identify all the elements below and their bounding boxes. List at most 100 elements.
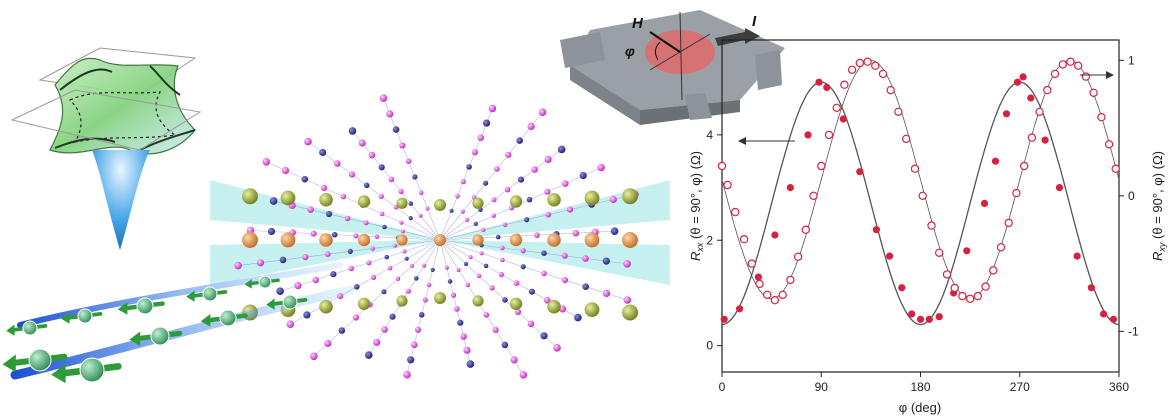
magenta-atom [307, 206, 314, 213]
rxy-data-point [981, 282, 990, 291]
magenta-atom [393, 204, 399, 210]
rxy-data-point [1097, 112, 1106, 122]
magenta-atom [304, 137, 312, 146]
rxy-data-point [817, 161, 826, 171]
magenta-atom [489, 285, 495, 291]
y-left-tick-label: 0 [706, 339, 713, 353]
navy-atom [524, 217, 530, 223]
rxx-data-point [720, 315, 728, 323]
olive-atom [434, 199, 446, 211]
rxy-data-point [1012, 188, 1021, 198]
rxx-data-point [1055, 184, 1064, 192]
magenta-atom [561, 252, 568, 259]
spin-arrow-head [244, 279, 252, 289]
navy-atom [408, 216, 413, 221]
data-points [717, 57, 1120, 323]
magenta-atom [262, 158, 271, 166]
lattice-ray [439, 239, 628, 265]
magenta-atom [366, 260, 372, 266]
rxx-data-point [908, 310, 916, 318]
rxx-data-point [771, 231, 779, 239]
y-axis-right-rest: (θ = 90°, φ) (Ω) [1150, 151, 1165, 243]
olive-atom [396, 295, 408, 307]
rxx-data-point [1027, 94, 1035, 102]
magenta-atom [403, 370, 411, 379]
spin-particle [136, 297, 154, 315]
navy-atom [579, 172, 587, 180]
rxy-data-point [996, 243, 1006, 252]
magenta-atom [531, 166, 538, 173]
navy-atom [483, 263, 489, 269]
magenta-atom [310, 352, 318, 361]
navy-atom [365, 351, 373, 359]
navy-atom [384, 254, 390, 260]
magenta-atom [340, 193, 347, 200]
navy-atom [466, 360, 475, 368]
navy-atom [354, 284, 360, 290]
rxy-data-point [1073, 61, 1083, 70]
navy-atom [414, 276, 419, 281]
spin-current-illustration [2, 262, 355, 384]
orange-atom [319, 233, 333, 247]
axis-ticks: 0 90 180 270 360 0 2 4 -1 0 1 [706, 53, 1139, 394]
magenta-atom [492, 326, 499, 333]
orange-atom [434, 234, 446, 246]
magenta-atom [418, 213, 423, 218]
lattice-planes [210, 180, 670, 285]
navy-atom [319, 148, 327, 157]
rxx-data-point [1002, 110, 1011, 118]
magenta-atom [358, 139, 366, 147]
magenta-atom [310, 230, 317, 237]
magenta-atom [582, 255, 589, 262]
navy-atom [517, 176, 525, 183]
navy-atom [526, 196, 533, 203]
device-front-face [570, 65, 640, 125]
magenta-atom [353, 233, 359, 239]
fermi-surface-illustration [10, 47, 202, 250]
magenta-atom [488, 104, 497, 113]
navy-atom [520, 264, 526, 270]
rxy-data-point [1004, 218, 1013, 228]
magenta-atom [370, 274, 377, 280]
y-axis-left-rest: (θ = 90°, φ) (Ω) [688, 151, 703, 243]
lattice-ray [280, 239, 441, 292]
rxx-data-point [1109, 315, 1118, 323]
rxy-data-point [871, 61, 880, 70]
navy-atom [303, 311, 311, 319]
magenta-atom [411, 341, 418, 349]
rxy-data-point [763, 290, 772, 299]
magenta-atom [527, 320, 535, 328]
fit-curve-left [721, 81, 1120, 326]
magenta-atom [623, 260, 631, 268]
crystal-lattice-illustration [210, 94, 670, 379]
magenta-atom [286, 320, 295, 329]
magenta-atom [534, 232, 540, 238]
axis-vertical [679, 11, 683, 101]
olive-atom [357, 195, 371, 208]
magenta-atom [597, 163, 605, 172]
spin-particle [28, 348, 52, 372]
lattice-ray [406, 239, 441, 375]
magenta-atom [373, 338, 381, 346]
spin-particle [219, 309, 237, 327]
magenta-atom [405, 158, 412, 164]
magenta-atom [514, 308, 522, 315]
spin-arrow-head [186, 290, 195, 302]
navy-atom [483, 119, 491, 127]
navy-atom [407, 356, 415, 364]
magenta-atom [387, 265, 393, 271]
magenta-atom [418, 190, 424, 195]
rxy-data-point [770, 296, 780, 305]
orange-atom [472, 234, 484, 246]
magenta-atom [454, 306, 460, 312]
navy-atom [408, 201, 414, 206]
magenta-atom [368, 151, 376, 159]
magenta-atom [312, 276, 320, 284]
rxy-data-point [1104, 140, 1114, 149]
fermi-sheet [49, 57, 196, 155]
navy-atom [430, 267, 435, 272]
rxy-data-point [1081, 72, 1091, 81]
magenta-atom [455, 193, 460, 199]
navy-atom [378, 164, 385, 171]
